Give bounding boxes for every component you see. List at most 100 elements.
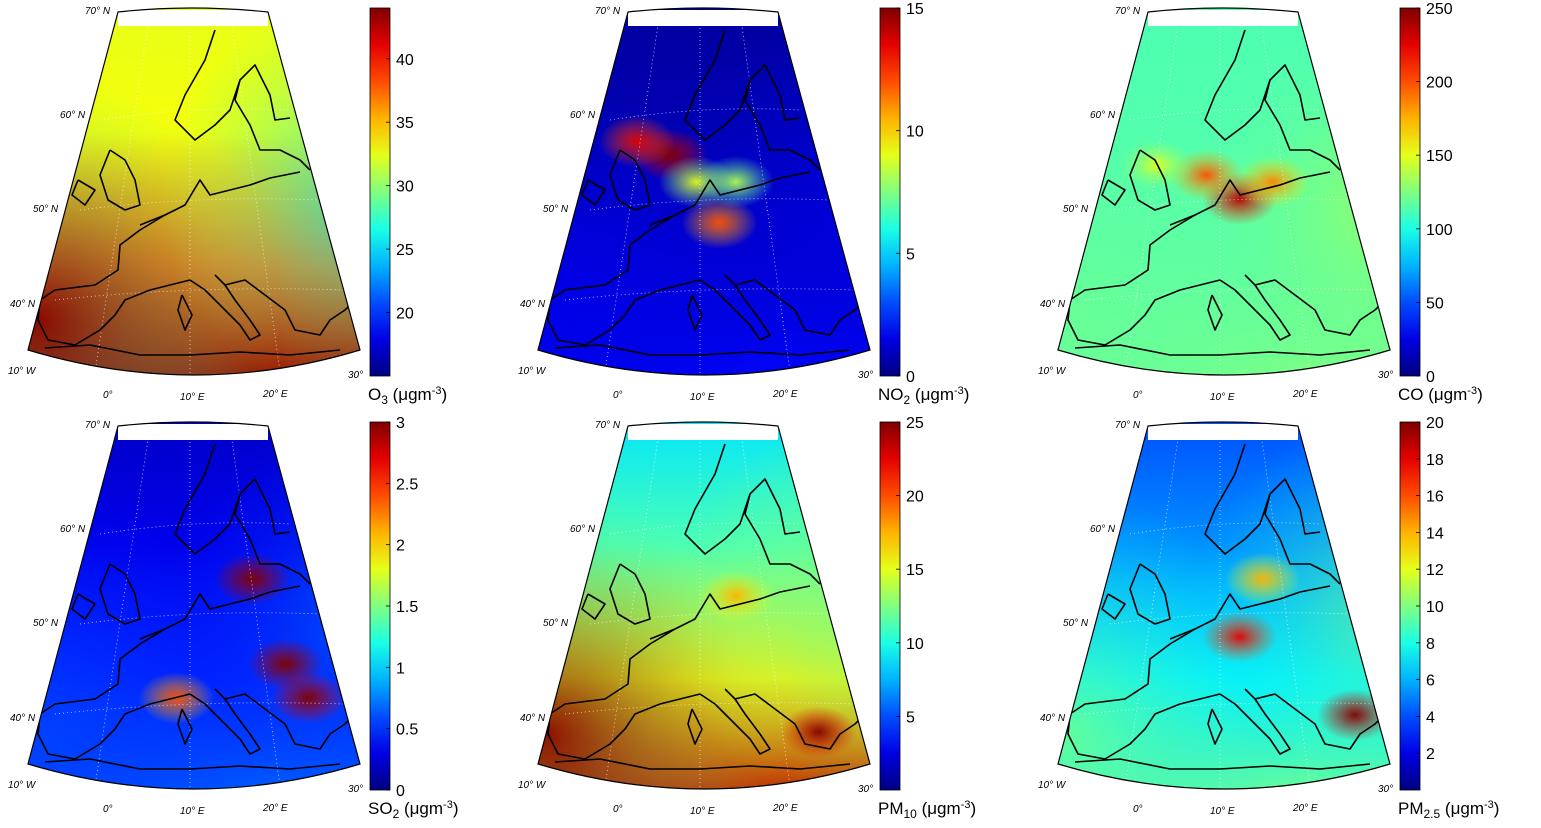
colorbar-tick-label: 1 [396,660,405,677]
coastline [734,693,866,750]
coastline [609,563,651,625]
panel-pm10: 70° N 60° N 50° N 40° N 10° W 0° 10° E 20° E 30°… [518,415,976,821]
colorbar-tick-label: 1.5 [396,599,418,616]
coastline [1101,593,1126,620]
colorbar [879,421,901,791]
lon-label: 10° W [8,366,37,377]
map-field [28,8,360,375]
coastline [684,443,801,555]
coastline [699,274,771,341]
lon-label: 10° E [1210,806,1235,817]
lon-label: 20° E [772,389,798,400]
colorbar-title: O3 (μgm-3) [368,385,447,407]
colorbar-tick-label: 20 [1426,415,1444,432]
colorbar-tick-label: 15 [906,1,924,18]
lon-label: 20° E [262,389,288,400]
lon-label: 0° [103,390,113,401]
coastline [547,214,701,346]
coastline [71,593,96,620]
map-field [28,422,360,789]
colorbar-tick-label: 0 [396,783,405,800]
lon-label: 20° E [1292,803,1318,814]
lon-label: 10° E [1210,392,1235,403]
lat-label: 50° N [543,204,569,215]
lat-label: 60° N [1090,524,1116,535]
coastline [687,294,703,331]
coastline [1254,693,1386,750]
lat-label: 70° N [595,6,621,17]
coastline [1169,171,1331,226]
colorbar-tick-label: 10 [906,636,924,653]
coastline [1207,294,1223,331]
colorbar-tick-label: 50 [1426,295,1444,312]
coastline [1067,214,1221,346]
lon-label: 10° E [180,392,205,403]
colorbar-tick-label: 2.5 [396,476,418,493]
coastline [174,29,291,141]
colorbar-tick-label: 0.5 [396,722,418,739]
lon-label: 0° [103,804,113,815]
coastline [1129,563,1171,625]
coastline [177,294,193,331]
coastline [1219,274,1291,341]
pollution-hotspot [681,196,758,249]
lon-label: 30° [1378,784,1393,795]
colorbar-tick-label: 2 [396,538,405,555]
colorbar [879,7,901,377]
lat-label: 50° N [543,618,569,629]
colorbar-tick-label: 5 [906,709,915,726]
colorbar-title: PM2.5 (μgm-3) [1398,799,1499,821]
coastline [744,79,821,171]
coastline [547,628,701,760]
coastline [734,279,866,336]
coastline [649,171,811,226]
lon-label: 10° E [690,806,715,817]
lat-label: 40° N [10,713,36,724]
colorbar-tick-label: 30 [396,179,414,196]
lon-label: 0° [613,390,623,401]
map-outline [537,7,871,376]
coastline [554,344,851,356]
colorbar-tick-label: 40 [396,52,414,69]
coastline [1204,443,1321,555]
pollution-hotspot [214,553,291,605]
coastline [1074,344,1371,356]
colorbar-tick-label: 100 [1426,222,1453,239]
coastline [687,708,703,745]
lon-label: 30° [858,370,873,381]
colorbar-tick-label: 150 [1426,148,1453,165]
coastline [71,179,96,206]
lon-label: 30° [348,370,363,381]
coastline [581,593,606,620]
coastline [99,149,141,211]
coastline [554,758,851,770]
map-field [1058,422,1390,789]
colorbar-tick-label: 16 [1426,489,1444,506]
coastline [224,279,356,336]
coastline [99,563,141,625]
lat-label: 40° N [10,299,36,310]
lat-label: 70° N [595,420,621,431]
coastline [1264,493,1341,585]
coastline [1207,708,1223,745]
map-outline [27,421,361,790]
colorbar-tick-label: 10 [906,124,924,141]
lon-label: 10° W [1038,780,1067,791]
coastline [224,693,356,750]
lat-label: 50° N [1063,204,1089,215]
colorbar-title: NO2 (μgm-3) [878,385,969,407]
lon-label: 30° [1378,370,1393,381]
coastline [1129,149,1171,211]
pollution-hotspot [1234,156,1311,208]
colorbar-tick-label: 250 [1426,1,1453,18]
colorbar-tick-label: 4 [1426,709,1435,726]
lat-label: 60° N [1090,110,1116,121]
colorbar-tick-label: 5 [906,246,915,263]
colorbar-title: CO (μgm-3) [1398,385,1483,404]
pollution-hotspot [599,115,675,168]
pollution-hotspot [698,156,774,208]
panel-co: 70° N 60° N 50° N 40° N 10° W 0° 10° E 20° E 30°… [1038,1,1483,404]
map-field [538,8,870,375]
lon-label: 0° [613,804,623,815]
